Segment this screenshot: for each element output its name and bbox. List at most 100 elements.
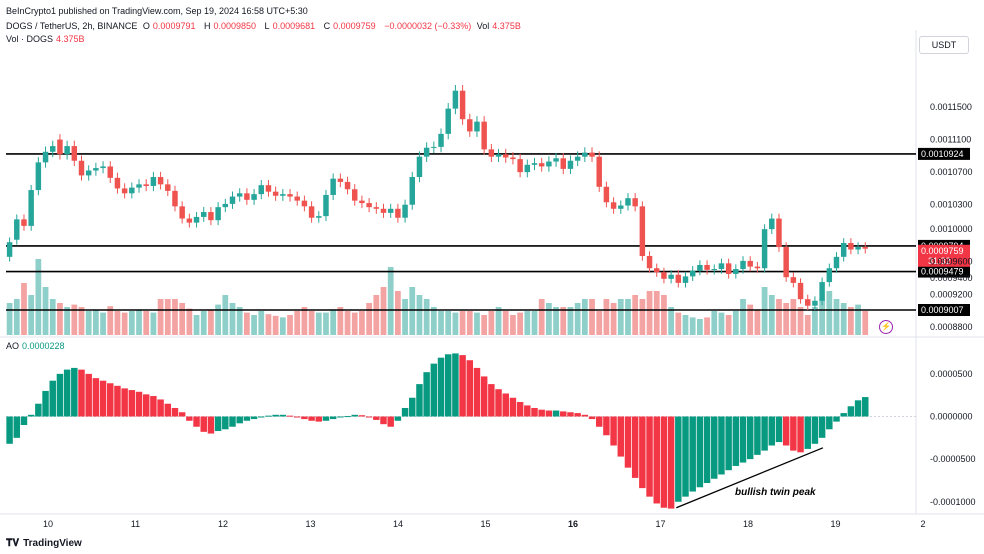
volume-bar bbox=[330, 309, 337, 335]
volume-bar bbox=[359, 311, 365, 335]
ao-bar bbox=[581, 414, 589, 417]
ao-bar bbox=[373, 416, 380, 420]
volume-bar bbox=[711, 311, 718, 335]
ao-bar bbox=[250, 416, 258, 420]
candle-body bbox=[344, 181, 351, 190]
volume-bar bbox=[85, 311, 92, 335]
ao-bar bbox=[588, 416, 596, 420]
candle-body bbox=[697, 264, 703, 271]
candle-body bbox=[481, 121, 487, 150]
candle-body bbox=[776, 218, 782, 248]
ao-bar bbox=[682, 416, 689, 497]
ao-bar bbox=[840, 413, 847, 417]
candle-body bbox=[646, 256, 653, 269]
volume-bar bbox=[315, 312, 322, 335]
volume-bar bbox=[186, 308, 193, 335]
ao-bar bbox=[718, 416, 725, 475]
price-tick-label: 0.0009400 bbox=[930, 273, 973, 283]
ao-bar bbox=[193, 416, 200, 427]
ao-tick-label: 0.0000000 bbox=[930, 412, 973, 422]
ao-bar bbox=[754, 416, 761, 455]
ao-bar bbox=[631, 416, 639, 478]
x-tick-label: 19 bbox=[830, 519, 840, 529]
symbol[interactable]: DOGS / TetherUS, 2h, BINANCE bbox=[6, 21, 138, 31]
candle-body bbox=[783, 247, 789, 278]
volume-bar bbox=[848, 307, 854, 335]
candle-body bbox=[553, 158, 559, 162]
volume-bar bbox=[639, 299, 646, 335]
ao-bar bbox=[732, 416, 740, 466]
volume-bar bbox=[761, 287, 768, 335]
ao-bar bbox=[430, 363, 438, 417]
candle-body bbox=[121, 188, 128, 194]
ao-bar bbox=[49, 380, 56, 417]
ao-bar bbox=[444, 354, 452, 417]
candle-body bbox=[747, 260, 753, 267]
candle-body bbox=[71, 146, 78, 161]
ao-bar bbox=[610, 416, 617, 446]
volume-bar bbox=[697, 319, 703, 335]
candle-body bbox=[704, 264, 710, 270]
volume-bar bbox=[107, 306, 114, 335]
ao-bar bbox=[258, 416, 265, 418]
candle-body bbox=[352, 189, 358, 201]
volume-bar bbox=[200, 311, 207, 335]
candle-body bbox=[50, 146, 56, 152]
ao-bar bbox=[804, 416, 811, 449]
ao-bar bbox=[222, 416, 229, 430]
currency-button[interactable]: USDT bbox=[919, 36, 969, 54]
volume-bar bbox=[625, 299, 631, 335]
price-tick-label: 0.0009600 bbox=[930, 257, 973, 267]
candle-body bbox=[689, 270, 696, 277]
candle-body bbox=[21, 219, 27, 226]
ao-bar bbox=[200, 416, 207, 432]
volume-bar bbox=[445, 311, 452, 335]
ao-tick-label: -0.0001000 bbox=[930, 497, 976, 507]
level-label: 0.0010924 bbox=[921, 149, 964, 159]
ao-bar bbox=[703, 416, 711, 484]
x-tick-label: 15 bbox=[480, 519, 490, 529]
ao-bar bbox=[13, 416, 21, 438]
volume-bar bbox=[366, 303, 372, 335]
trend-line bbox=[676, 447, 824, 509]
volume-bar bbox=[661, 295, 667, 335]
candle-body bbox=[402, 204, 408, 218]
volume-bar bbox=[49, 299, 56, 335]
candle-body bbox=[272, 191, 279, 196]
volume-bar bbox=[150, 312, 157, 335]
volume-bar bbox=[78, 307, 85, 335]
level-tag bbox=[918, 304, 970, 317]
candle-body bbox=[797, 282, 804, 300]
ao-bar bbox=[538, 409, 545, 417]
ao-bar bbox=[229, 416, 236, 427]
volume-bar bbox=[474, 312, 480, 335]
candle-body bbox=[862, 247, 868, 249]
ao-bar bbox=[775, 416, 783, 443]
lightning-icon[interactable]: ⚡ bbox=[879, 320, 893, 334]
volume-bar bbox=[287, 315, 293, 335]
ao-bar bbox=[142, 394, 150, 417]
ao-bar bbox=[358, 415, 366, 417]
candle-body bbox=[229, 196, 236, 204]
ao-bar bbox=[653, 416, 660, 504]
candle-body bbox=[143, 184, 149, 186]
candle-body bbox=[78, 160, 85, 176]
volume-bar bbox=[265, 314, 272, 335]
support-resistance-levels: 0.00109240.00097940.00094790.00090070.00… bbox=[6, 147, 970, 317]
ao-bar bbox=[811, 416, 819, 444]
ao-bar bbox=[409, 397, 416, 417]
ao-bar bbox=[78, 369, 85, 417]
candle-body bbox=[423, 147, 430, 157]
x-tick-label: 2 bbox=[920, 519, 925, 529]
level-tag bbox=[918, 147, 970, 160]
ao-tick-label: 0.0000500 bbox=[930, 369, 973, 379]
ao-bar bbox=[135, 391, 143, 417]
volume-bar bbox=[179, 303, 186, 335]
candle-body bbox=[761, 229, 768, 269]
ao-bar bbox=[603, 416, 610, 436]
countdown-label: 31:32 bbox=[928, 256, 951, 266]
price-candles bbox=[6, 84, 868, 311]
volume-bar bbox=[438, 311, 444, 335]
candle-body bbox=[244, 193, 250, 200]
